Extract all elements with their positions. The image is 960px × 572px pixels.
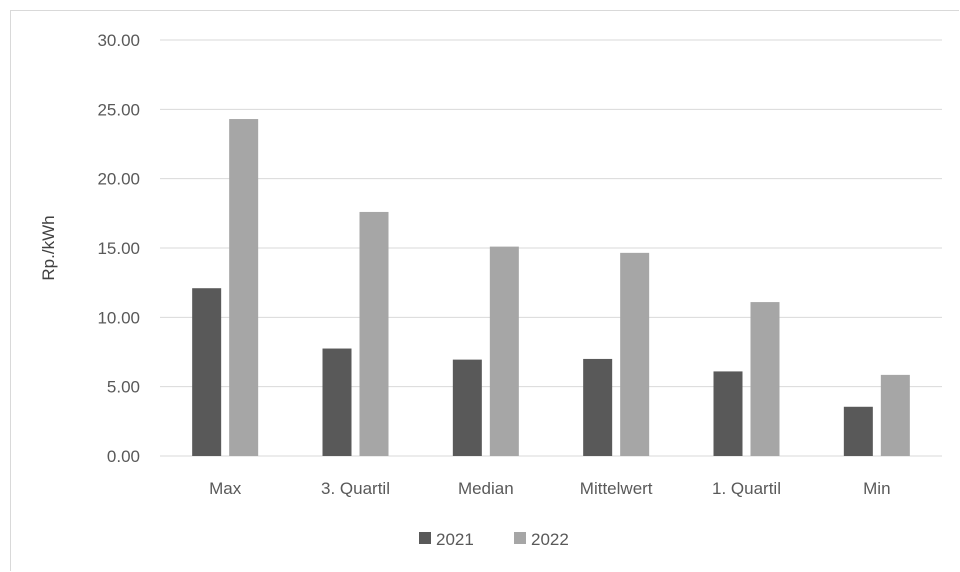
x-axis-category-labels: Max 3. Quartil Median Mittelwert 1. Quartil M… bbox=[209, 479, 890, 498]
x-category-label: Median bbox=[458, 479, 514, 498]
bar-2022-1 bbox=[359, 211, 389, 456]
y-tick-label: 20.00 bbox=[97, 170, 140, 189]
y-tick-label: 0.00 bbox=[107, 447, 140, 466]
x-category-label: Mittelwert bbox=[580, 479, 653, 498]
x-category-label: Max bbox=[209, 479, 242, 498]
bars bbox=[192, 119, 910, 456]
legend: 2021 2022 bbox=[419, 530, 569, 549]
bar-2021-1 bbox=[322, 348, 352, 456]
bar-2022-0 bbox=[229, 119, 259, 456]
bar-2021-5 bbox=[843, 406, 873, 456]
bar-2021-0 bbox=[192, 288, 222, 456]
y-tick-label: 25.00 bbox=[97, 100, 140, 119]
bar-2022-3 bbox=[620, 252, 650, 456]
y-tick-label: 5.00 bbox=[107, 378, 140, 397]
bar-2021-3 bbox=[583, 358, 613, 456]
y-axis-title: Rp./kWh bbox=[39, 215, 58, 280]
y-tick-label: 30.00 bbox=[97, 31, 140, 50]
legend-label: 2022 bbox=[531, 530, 569, 549]
bar-2022-2 bbox=[489, 246, 519, 456]
chart-frame bbox=[10, 10, 959, 571]
x-category-label: Min bbox=[863, 479, 890, 498]
legend-swatch-2021 bbox=[419, 532, 431, 544]
y-tick-label: 15.00 bbox=[97, 239, 140, 258]
bar-2022-5 bbox=[880, 374, 910, 456]
x-category-label: 3. Quartil bbox=[321, 479, 390, 498]
bar-2022-4 bbox=[750, 302, 780, 456]
bar-2021-2 bbox=[452, 359, 482, 456]
bar-2021-4 bbox=[713, 371, 743, 456]
legend-swatch-2022 bbox=[514, 532, 526, 544]
y-axis-tick-labels: 0.00 5.00 10.00 15.00 20.00 25.00 30.00 bbox=[97, 31, 140, 466]
x-category-label: 1. Quartil bbox=[712, 479, 781, 498]
gridlines bbox=[160, 39, 942, 457]
legend-label: 2021 bbox=[436, 530, 474, 549]
y-tick-label: 10.00 bbox=[97, 308, 140, 327]
